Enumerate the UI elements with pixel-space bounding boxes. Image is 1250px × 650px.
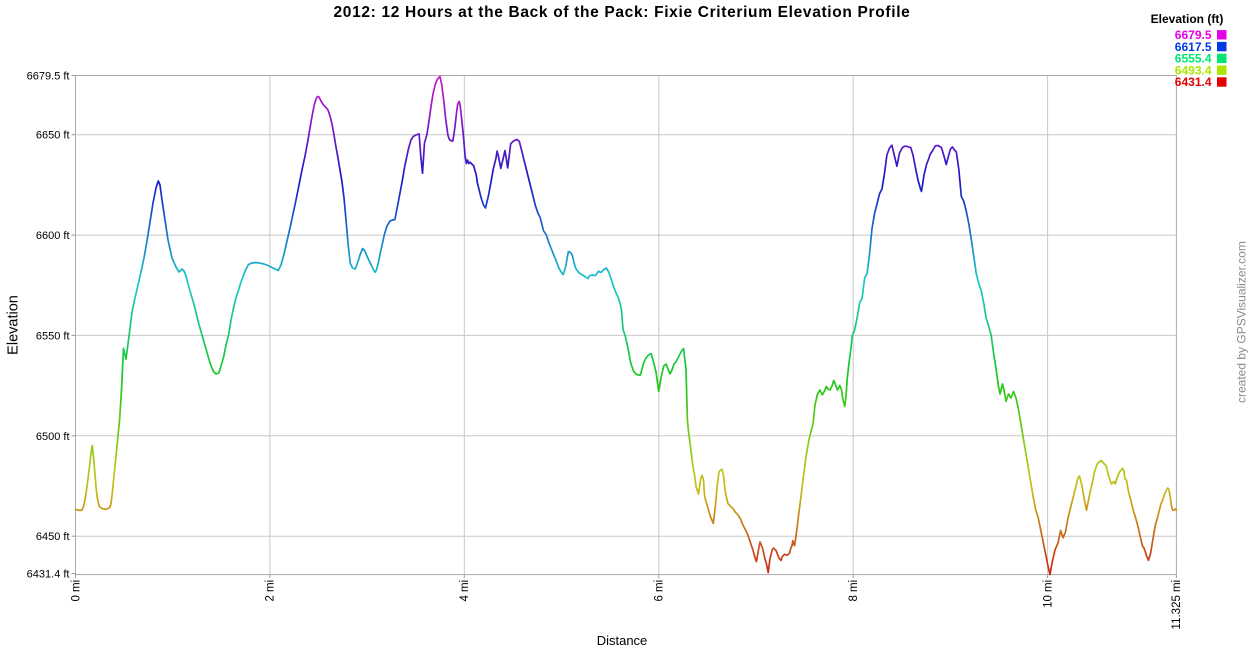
svg-text:6679.5 ft: 6679.5 ft xyxy=(27,71,70,83)
svg-text:4 mi: 4 mi xyxy=(459,580,471,602)
svg-text:6431.4 ft: 6431.4 ft xyxy=(27,569,70,581)
svg-text:6 mi: 6 mi xyxy=(654,580,666,602)
svg-text:6450 ft: 6450 ft xyxy=(36,531,70,543)
svg-text:Distance: Distance xyxy=(597,633,648,648)
svg-text:6550 ft: 6550 ft xyxy=(36,330,70,342)
svg-text:11.325 mi: 11.325 mi xyxy=(1171,580,1183,630)
svg-text:10 mi: 10 mi xyxy=(1042,580,1054,608)
svg-text:2 mi: 2 mi xyxy=(265,580,277,602)
svg-text:6679.5: 6679.5 xyxy=(1175,28,1212,42)
svg-text:8 mi: 8 mi xyxy=(848,580,860,602)
svg-text:6555.4: 6555.4 xyxy=(1175,52,1212,66)
svg-text:6650 ft: 6650 ft xyxy=(36,130,70,142)
svg-text:6600 ft: 6600 ft xyxy=(36,230,70,242)
svg-text:2012: 12 Hours at the Back of: 2012: 12 Hours at the Back of the Pack: … xyxy=(334,4,911,21)
svg-text:6617.5: 6617.5 xyxy=(1175,40,1212,54)
svg-text:0 mi: 0 mi xyxy=(70,580,82,602)
svg-text:Elevation: Elevation xyxy=(6,295,22,355)
svg-text:6431.4: 6431.4 xyxy=(1175,75,1212,89)
svg-text:created by GPSVisualizer.com: created by GPSVisualizer.com xyxy=(1235,241,1249,403)
svg-text:6493.4: 6493.4 xyxy=(1175,63,1212,77)
svg-text:Elevation (ft): Elevation (ft) xyxy=(1151,12,1224,26)
svg-text:6500 ft: 6500 ft xyxy=(36,431,70,443)
